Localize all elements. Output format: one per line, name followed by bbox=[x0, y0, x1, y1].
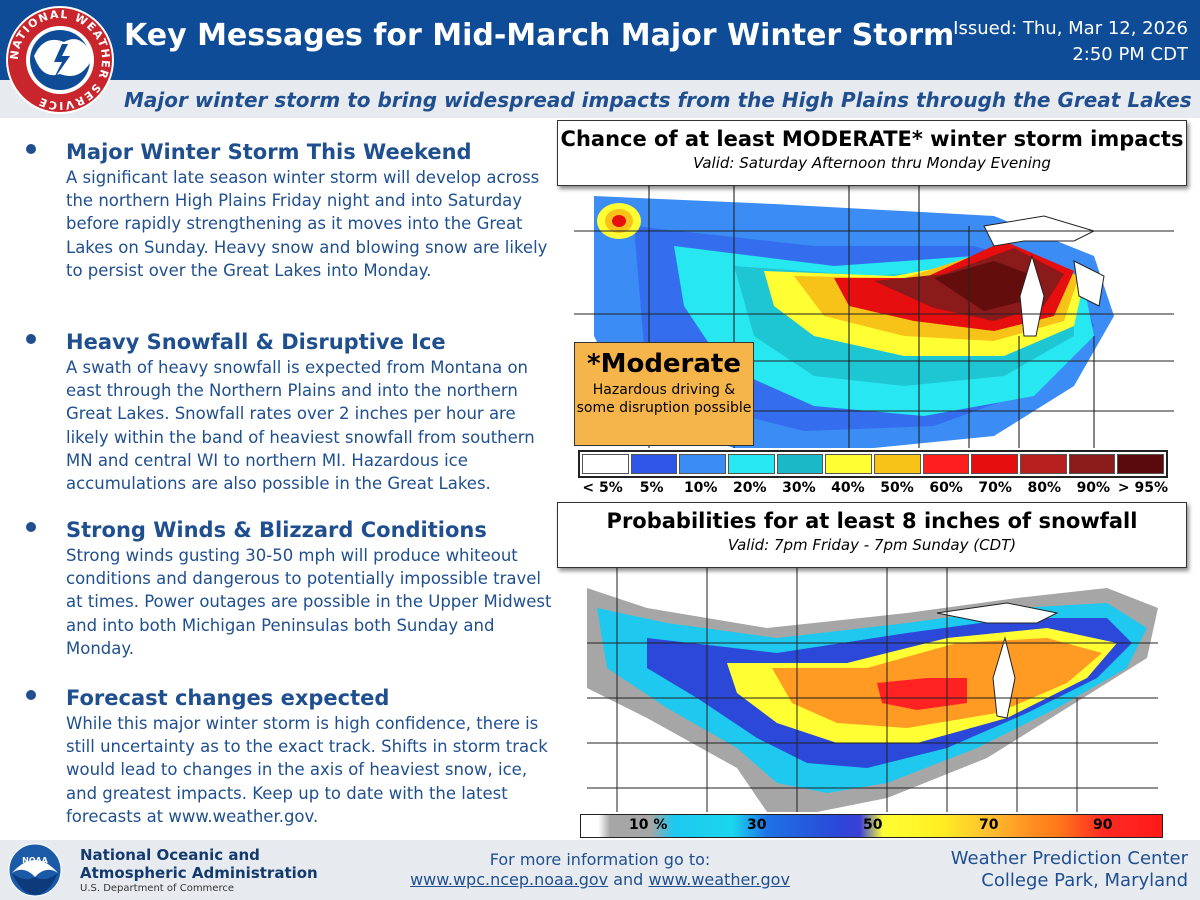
impacts-map-valid-time: Valid: Saturday Afternoon thru Monday Ev… bbox=[693, 154, 1051, 172]
moderate-definition-box: *Moderate Hazardous driving & some disru… bbox=[574, 342, 754, 446]
key-message-heading: Heavy Snowfall & Disruptive Ice bbox=[66, 330, 446, 354]
impacts-map-graphic bbox=[574, 186, 1174, 448]
impacts-legend-label: 90% bbox=[1076, 480, 1111, 496]
impacts-legend-label: 10% bbox=[683, 480, 718, 496]
impacts-legend-swatch bbox=[874, 454, 921, 474]
impacts-legend-swatch bbox=[776, 454, 824, 474]
noaa-name-line2: Atmospheric Administration bbox=[80, 864, 318, 882]
impacts-probability-map bbox=[574, 186, 1174, 448]
moderate-title: *Moderate bbox=[586, 349, 741, 379]
impacts-legend-label: 5% bbox=[639, 480, 664, 496]
impacts-legend-label: > 95% bbox=[1117, 480, 1168, 496]
impacts-legend-label: 70% bbox=[978, 480, 1012, 496]
subheader-bar: Major winter storm to bring widespread i… bbox=[0, 80, 1200, 118]
weather-gov-link[interactable]: www.weather.gov bbox=[648, 870, 790, 889]
issued-date: Issued: Thu, Mar 12, 2026 bbox=[953, 18, 1188, 39]
impacts-legend: < 5% 5% 10% 20% 30% 40% 50% 60% 70% 80% 90% > 95% bbox=[578, 450, 1168, 500]
key-message-text: A swath of heavy snowfall is expected fr… bbox=[66, 358, 535, 494]
more-info-links: www.wpc.ncep.noaa.gov and www.weather.go… bbox=[390, 870, 810, 890]
wpc-location: College Park, Maryland bbox=[981, 870, 1188, 891]
noaa-name-line1: National Oceanic and bbox=[80, 846, 260, 864]
nws-logo-icon: NATIONAL WEATHER SERVICE bbox=[6, 6, 114, 114]
impacts-legend-swatch bbox=[1068, 454, 1116, 474]
snowfall-legend-label: 50 bbox=[863, 817, 883, 833]
impacts-legend-swatch bbox=[728, 454, 775, 474]
moderate-description: Hazardous driving & some disruption poss… bbox=[576, 382, 752, 416]
key-message-text: A significant late season winter storm w… bbox=[66, 168, 548, 280]
page-subtitle: Major winter storm to bring widespread i… bbox=[124, 88, 1192, 112]
link-conjunction: and bbox=[613, 870, 644, 889]
noaa-department: U.S. Department of Commerce bbox=[80, 883, 234, 894]
key-message-item: Major Winter Storm This Weekend A signif… bbox=[24, 138, 554, 282]
bullet-dot-icon bbox=[26, 690, 36, 700]
bullet-dot-icon bbox=[26, 334, 36, 344]
snowfall-map-title-box: Probabilities for at least 8 inches of s… bbox=[557, 502, 1187, 568]
snowfall-legend-colorbar: 10 % 30 50 70 90 bbox=[580, 814, 1163, 838]
impacts-legend-label: 20% bbox=[733, 480, 767, 496]
impacts-legend-swatch bbox=[582, 454, 629, 474]
more-info-label: For more information go to: bbox=[489, 850, 711, 869]
snowfall-probability-map bbox=[587, 568, 1158, 812]
impacts-legend-swatch bbox=[1020, 454, 1067, 474]
impacts-legend-label: 40% bbox=[831, 480, 865, 496]
impacts-legend-swatch bbox=[1117, 454, 1165, 474]
impacts-map-title: Chance of at least MODERATE* winter stor… bbox=[560, 127, 1184, 151]
wpc-name: Weather Prediction Center bbox=[950, 848, 1188, 869]
wpc-credit: Weather Prediction Center College Park, … bbox=[951, 848, 1188, 892]
key-message-heading: Strong Winds & Blizzard Conditions bbox=[66, 518, 487, 542]
snowfall-legend-label: 10 % bbox=[629, 817, 668, 833]
key-message-item: Strong Winds & Blizzard Conditions Stron… bbox=[24, 516, 554, 660]
footer-bar: NOAA National Oceanic and Atmospheric Ad… bbox=[0, 840, 1200, 900]
impacts-legend-label: 30% bbox=[782, 480, 816, 496]
page-title: Key Messages for Mid-March Major Winter … bbox=[124, 18, 955, 53]
impacts-legend-label: 60% bbox=[929, 480, 963, 496]
snowfall-legend-label: 70 bbox=[979, 817, 999, 833]
impacts-legend-label: 50% bbox=[880, 480, 914, 496]
noaa-logo-icon: NOAA bbox=[8, 843, 62, 897]
bullet-dot-icon bbox=[26, 144, 36, 154]
impacts-legend-swatch bbox=[825, 454, 873, 474]
bullet-dot-icon bbox=[26, 522, 36, 532]
wpc-link[interactable]: www.wpc.ncep.noaa.gov bbox=[410, 870, 609, 889]
snowfall-legend-label: 90 bbox=[1093, 817, 1113, 833]
header-bar: Key Messages for Mid-March Major Winter … bbox=[0, 0, 1200, 80]
impacts-legend-swatch bbox=[630, 454, 678, 474]
svg-text:NOAA: NOAA bbox=[22, 856, 48, 865]
snowfall-map-valid-time: Valid: 7pm Friday - 7pm Sunday (CDT) bbox=[727, 536, 1017, 554]
noaa-name: National Oceanic and Atmospheric Adminis… bbox=[80, 846, 318, 882]
impacts-legend-colorbar bbox=[578, 450, 1168, 478]
snowfall-legend-label: 30 bbox=[747, 817, 767, 833]
impacts-legend-labels: < 5% 5% 10% 20% 30% 40% 50% 60% 70% 80% 90% > 95% bbox=[578, 480, 1168, 496]
impacts-legend-label: < 5% bbox=[582, 480, 623, 496]
key-message-item: Heavy Snowfall & Disruptive Ice A swath … bbox=[24, 328, 554, 495]
more-info: For more information go to: www.wpc.ncep… bbox=[390, 850, 810, 890]
key-message-text: While this major winter storm is high co… bbox=[66, 714, 548, 826]
snowfall-map-graphic bbox=[587, 568, 1158, 812]
key-message-item: Forecast changes expected While this maj… bbox=[24, 684, 554, 828]
snowfall-map-title: Probabilities for at least 8 inches of s… bbox=[606, 509, 1138, 533]
issued-timestamp: Issued: Thu, Mar 12, 2026 2:50 PM CDT bbox=[953, 16, 1188, 68]
impacts-legend-label: 80% bbox=[1027, 480, 1061, 496]
key-message-text: Strong winds gusting 30-50 mph will prod… bbox=[66, 546, 552, 658]
key-message-heading: Forecast changes expected bbox=[66, 686, 390, 710]
impacts-legend-swatch bbox=[679, 454, 727, 474]
impacts-legend-swatch bbox=[922, 454, 970, 474]
impacts-map-title-box: Chance of at least MODERATE* winter stor… bbox=[557, 120, 1187, 186]
impacts-legend-swatch bbox=[971, 454, 1019, 474]
key-message-heading: Major Winter Storm This Weekend bbox=[66, 140, 472, 164]
issued-time: 2:50 PM CDT bbox=[1072, 44, 1188, 65]
